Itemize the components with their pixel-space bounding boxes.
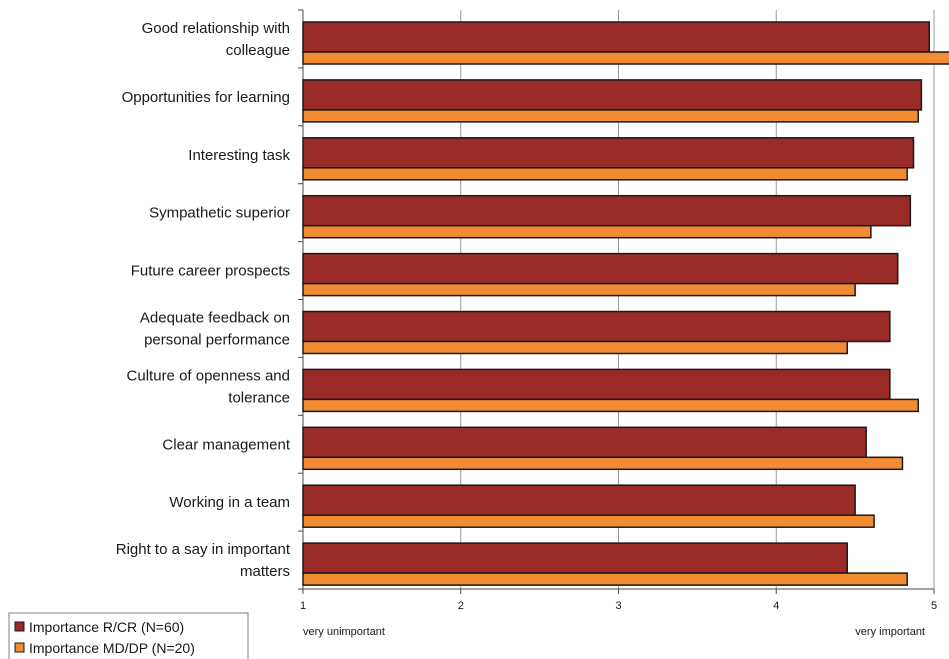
bar-series-1-cat-7	[302, 368, 891, 401]
bar-series-2-cat-4	[302, 224, 872, 239]
category-label-line: Right to a say in important	[116, 541, 291, 558]
category-label-8: Clear management	[162, 436, 290, 453]
category-label-line: Future career prospects	[131, 263, 290, 280]
category-label-line: Working in a team	[169, 494, 290, 511]
category-label-9: Working in a team	[169, 494, 290, 511]
category-label-10: Right to a say in important matters	[116, 541, 291, 580]
x-tick-label-5: 5	[931, 600, 937, 612]
category-label-line: Good relationship with	[142, 20, 290, 37]
bar-series-1-cat-3	[302, 137, 915, 169]
category-label-line: matters	[240, 563, 290, 580]
category-label-6: Adequate feedback on personal performance	[140, 309, 290, 348]
category-label-line: personal performance	[144, 331, 290, 348]
x-axis-start-label: very unimportant	[303, 626, 385, 638]
legend-swatch-series-1	[14, 621, 25, 632]
legend-swatch-series-2	[14, 642, 25, 653]
legend-label-series-2: Importance MD/DP (N=20)	[29, 640, 195, 656]
bar-series-1-cat-8	[302, 426, 867, 459]
category-label-5: Future career prospects	[131, 263, 290, 280]
bar-series-2-cat-7	[302, 398, 919, 413]
bars	[302, 21, 949, 586]
x-tick-label-4: 4	[773, 600, 779, 612]
category-labels: Good relationship with colleague Opportuni…	[116, 20, 291, 580]
category-label-7: Culture of openness and tolerance	[127, 367, 290, 406]
category-label-line: Opportunities for learning	[122, 89, 290, 106]
bar-series-2-cat-9	[302, 514, 875, 528]
bar-series-2-cat-2	[302, 109, 919, 123]
category-label-3: Interesting task	[188, 147, 290, 164]
bar-series-1-cat-2	[302, 79, 923, 111]
bar-series-1-cat-5	[302, 252, 899, 285]
bar-series-2-cat-1	[302, 51, 949, 65]
legend-label-series-1: Importance R/CR (N=60)	[29, 619, 184, 635]
category-label-line: Adequate feedback on	[140, 309, 290, 326]
x-axis: very unimportant very important 1 2 3 4 5	[300, 589, 937, 638]
category-label-line: colleague	[226, 42, 290, 59]
legend: Importance R/CR (N=60) Importance MD/DP …	[8, 612, 249, 659]
bar-series-1-cat-4	[302, 194, 912, 227]
category-label-line: tolerance	[228, 389, 290, 406]
category-label-1: Good relationship with colleague	[142, 20, 290, 59]
bar-series-2-cat-5	[302, 282, 856, 297]
category-label-line: Clear management	[162, 436, 290, 453]
category-label-line: Sympathetic superior	[149, 205, 290, 222]
category-label-line: Culture of openness and	[127, 367, 290, 384]
bar-series-1-cat-10	[302, 542, 848, 574]
category-label-line: Interesting task	[188, 147, 290, 164]
x-tick-label-2: 2	[458, 600, 464, 612]
bar-series-2-cat-10	[302, 572, 908, 586]
x-axis-end-label: very important	[855, 626, 925, 638]
bar-series-2-cat-6	[302, 340, 848, 355]
bar-series-1-cat-6	[302, 310, 891, 343]
bar-series-2-cat-3	[302, 167, 908, 181]
bar-series-1-cat-1	[302, 21, 931, 53]
category-label-2: Opportunities for learning	[122, 89, 290, 106]
bar-series-1-cat-9	[302, 484, 856, 516]
category-label-4: Sympathetic superior	[149, 205, 290, 222]
x-tick-label-3: 3	[615, 600, 621, 612]
legend-border	[8, 612, 249, 659]
x-tick-label-1: 1	[300, 600, 306, 612]
bar-series-2-cat-8	[302, 456, 904, 471]
